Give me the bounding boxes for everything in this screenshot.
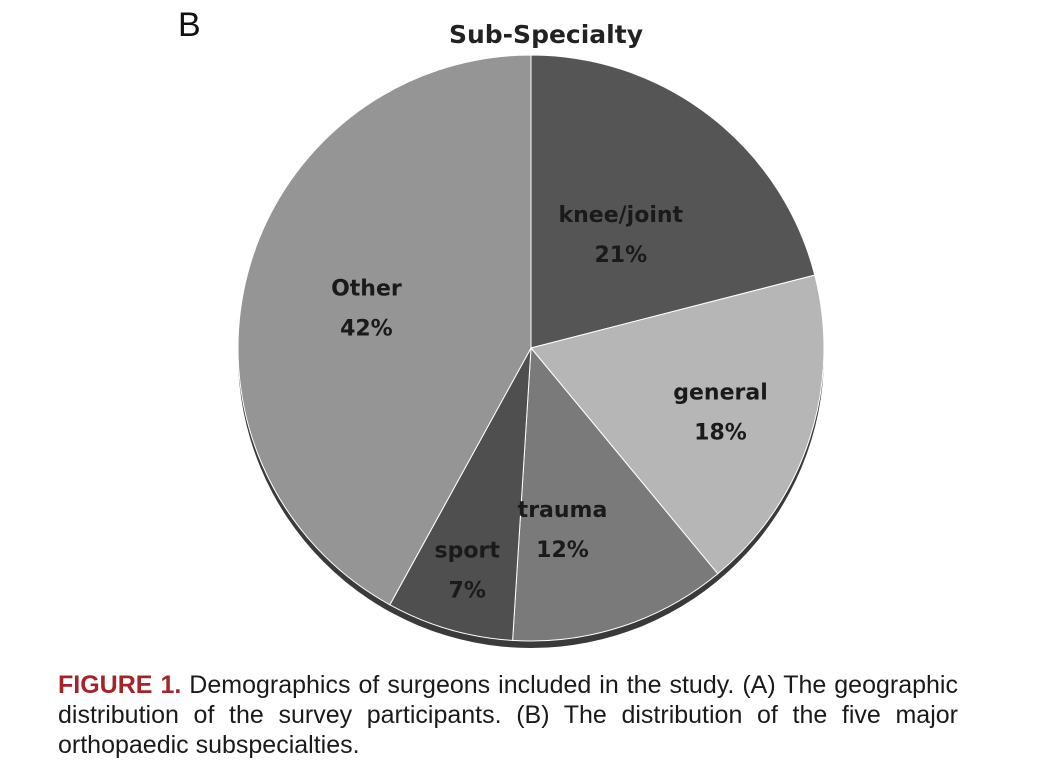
pie-slice-trauma (512, 346, 719, 642)
pie-value-other: 42% (340, 317, 393, 342)
pie-value-general: 18% (694, 421, 747, 446)
pie-value-trauma: 12% (536, 538, 589, 563)
pie-value-sport: 7% (449, 579, 486, 604)
pie-value-knee-joint: 21% (594, 243, 647, 268)
pie-slice-other (237, 54, 532, 606)
figure-caption: FIGURE 1. Demographics of surgeons inclu… (58, 670, 958, 760)
pie-label-other: Other (331, 277, 402, 302)
pie-label-trauma: trauma (518, 498, 608, 523)
pie-slice-general (530, 274, 825, 575)
pie-chart: knee/joint 21% general 18% trauma 12% sport 7% O… (237, 54, 825, 648)
figure-caption-text: Demographics of surgeons included in the… (58, 671, 958, 759)
figure-caption-label: FIGURE 1. (58, 671, 182, 699)
pie-labels: knee/joint 21% general 18% trauma 12% sport 7% O… (331, 203, 768, 603)
pie-slice-sport (389, 347, 532, 641)
panel-letter: B (178, 6, 201, 44)
pie-slice-knee-joint (530, 54, 816, 349)
chart-title: Sub-Specialty (448, 20, 643, 49)
pie-label-general: general (673, 381, 768, 406)
pie-label-sport: sport (435, 539, 501, 564)
pie-label-knee-joint: knee/joint (559, 203, 684, 228)
pie-slices (237, 54, 825, 642)
